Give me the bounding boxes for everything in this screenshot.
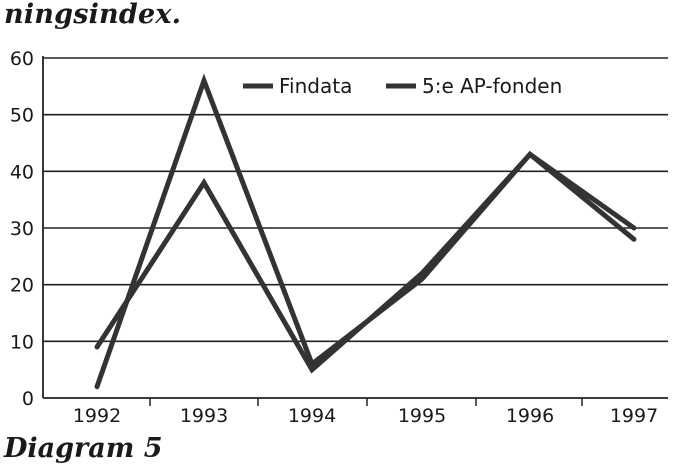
- legend: Findata 5:e AP-fonden: [243, 74, 562, 98]
- x-tick-label-1995: 1995: [398, 405, 446, 427]
- x-tick-label-1992: 1992: [73, 405, 121, 427]
- series-line-2: [94, 150, 637, 374]
- x-tick-label-1996: 1996: [506, 405, 554, 427]
- x-tick-labels: 1992 1993 1994 1995 1996 1997: [73, 405, 658, 427]
- y-tick-label-30: 30: [10, 218, 34, 240]
- grid-lines: [43, 57, 668, 343]
- y-tick-label-60: 60: [10, 48, 34, 70]
- x-tick-label-1994: 1994: [288, 405, 336, 427]
- y-tick-label-10: 10: [10, 331, 34, 353]
- x-tick-label-1993: 1993: [180, 405, 228, 427]
- legend-label-1: Findata: [279, 74, 352, 98]
- x-tick-label-1997: 1997: [610, 405, 658, 427]
- y-tick-labels: 0 10 20 30 40 50 60: [10, 48, 34, 410]
- axes: [42, 56, 668, 406]
- y-tick-label-40: 40: [10, 161, 34, 183]
- y-tick-label-20: 20: [10, 275, 34, 297]
- header-text: ningsindex.: [4, 0, 182, 30]
- y-tick-label-50: 50: [10, 105, 34, 127]
- legend-label-2: 5:e AP-fonden: [422, 74, 562, 98]
- y-tick-label-0: 0: [22, 388, 34, 410]
- series-lines: [94, 73, 637, 390]
- figure-caption: Diagram 5: [4, 433, 163, 464]
